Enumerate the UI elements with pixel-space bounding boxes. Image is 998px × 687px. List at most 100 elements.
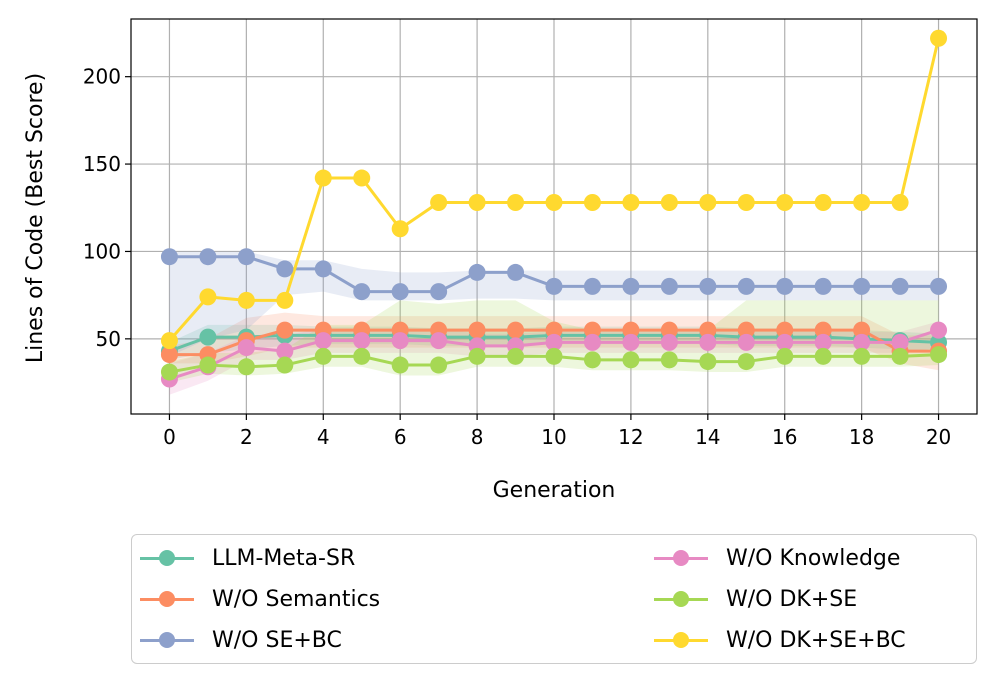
data-point-w-o-dk-se-bc xyxy=(660,194,678,212)
data-point-w-o-dk-se-bc xyxy=(507,194,525,212)
x-axis-ticks: 0 2 4 6 8 10 12 14 16 18 20 xyxy=(163,414,951,449)
data-point-w-o-se-bc xyxy=(430,283,448,301)
data-point-w-o-dk-se xyxy=(853,347,871,365)
data-point-w-o-se-bc xyxy=(545,277,563,295)
data-point-w-o-knowledge xyxy=(430,332,448,350)
data-point-w-o-se-bc xyxy=(276,260,294,278)
data-point-w-o-dk-se xyxy=(199,356,217,374)
legend-label: W/O DK+SE xyxy=(726,586,858,612)
data-point-llm-meta-sr xyxy=(199,328,217,346)
y-axis-ticks: 50 100 150 200 xyxy=(83,65,131,351)
legend-item-wo-dk-se: W/O DK+SE xyxy=(654,584,857,614)
data-point-w-o-knowledge xyxy=(776,333,794,351)
data-point-w-o-semantics xyxy=(507,321,525,339)
data-point-w-o-se-bc xyxy=(891,277,909,295)
data-point-w-o-dk-se-bc xyxy=(199,288,217,306)
data-point-w-o-dk-se xyxy=(814,347,832,365)
data-point-w-o-dk-se-bc xyxy=(814,194,832,212)
y-tick-label: 150 xyxy=(83,152,121,176)
data-point-w-o-dk-se-bc xyxy=(853,194,871,212)
data-point-w-o-dk-se-bc xyxy=(583,194,601,212)
y-tick-label: 50 xyxy=(96,327,121,351)
data-point-w-o-dk-se xyxy=(737,353,755,371)
data-point-w-o-se-bc xyxy=(660,277,678,295)
series-markers xyxy=(160,29,948,388)
data-point-w-o-dk-se-bc xyxy=(276,291,294,309)
data-point-w-o-dk-se-bc xyxy=(776,194,794,212)
x-axis-label: Generation xyxy=(493,478,616,503)
legend-dot-icon xyxy=(673,550,689,566)
data-point-w-o-semantics xyxy=(853,321,871,339)
data-point-w-o-dk-se-bc xyxy=(430,194,448,212)
data-point-w-o-semantics xyxy=(699,321,717,339)
x-tick-label: 16 xyxy=(772,425,797,449)
data-point-w-o-dk-se xyxy=(430,356,448,374)
data-point-w-o-dk-se xyxy=(622,351,640,369)
data-point-w-o-dk-se xyxy=(507,347,525,365)
data-point-w-o-se-bc xyxy=(507,263,525,281)
data-point-w-o-dk-se xyxy=(930,346,948,364)
x-tick-label: 2 xyxy=(240,425,253,449)
data-point-w-o-dk-se-bc xyxy=(545,194,563,212)
data-point-w-o-semantics xyxy=(814,321,832,339)
legend-dot-icon xyxy=(159,591,175,607)
data-point-w-o-dk-se xyxy=(276,356,294,374)
data-point-w-o-knowledge xyxy=(737,333,755,351)
legend-item-wo-dk-se-bc: W/O DK+SE+BC xyxy=(654,625,906,655)
data-point-w-o-knowledge xyxy=(853,333,871,351)
data-point-w-o-knowledge xyxy=(276,342,294,360)
data-point-w-o-dk-se xyxy=(468,347,486,365)
data-point-w-o-semantics xyxy=(583,321,601,339)
x-tick-label: 18 xyxy=(849,425,874,449)
x-tick-label: 0 xyxy=(163,425,176,449)
data-point-w-o-se-bc xyxy=(583,277,601,295)
data-point-w-o-semantics xyxy=(660,321,678,339)
data-point-w-o-knowledge xyxy=(891,333,909,351)
x-tick-label: 12 xyxy=(618,425,643,449)
data-point-w-o-dk-se xyxy=(160,363,178,381)
data-point-w-o-semantics xyxy=(468,321,486,339)
data-point-w-o-se-bc xyxy=(237,248,255,266)
legend-dot-icon xyxy=(673,591,689,607)
data-point-w-o-se-bc xyxy=(930,277,948,295)
band-w-o-se-bc xyxy=(169,251,939,357)
legend-item-wo-se-bc: W/O SE+BC xyxy=(140,625,342,655)
data-point-w-o-dk-se-bc xyxy=(468,194,486,212)
data-point-w-o-knowledge xyxy=(814,333,832,351)
legend-swatch-icon xyxy=(654,630,708,650)
data-point-w-o-knowledge xyxy=(930,321,948,339)
legend-item-llm-meta-sr: LLM-Meta-SR xyxy=(140,543,355,573)
data-point-w-o-dk-se xyxy=(660,351,678,369)
data-point-w-o-knowledge xyxy=(583,333,601,351)
data-point-w-o-dk-se xyxy=(891,347,909,365)
data-point-w-o-se-bc xyxy=(314,260,332,278)
data-point-w-o-dk-se xyxy=(391,356,409,374)
data-point-w-o-se-bc xyxy=(160,248,178,266)
legend-item-wo-semantics: W/O Semantics xyxy=(140,584,380,614)
data-point-w-o-dk-se-bc xyxy=(699,194,717,212)
y-tick-label: 200 xyxy=(83,65,121,89)
data-point-w-o-se-bc xyxy=(699,277,717,295)
data-point-w-o-se-bc xyxy=(391,283,409,301)
data-point-w-o-dk-se-bc xyxy=(930,29,948,47)
data-point-w-o-knowledge xyxy=(391,332,409,350)
data-point-w-o-se-bc xyxy=(737,277,755,295)
data-point-w-o-se-bc xyxy=(776,277,794,295)
legend-swatch-icon xyxy=(140,589,194,609)
legend-swatch-icon xyxy=(654,548,708,568)
data-point-w-o-se-bc xyxy=(622,277,640,295)
data-point-w-o-dk-se-bc xyxy=(160,332,178,350)
data-point-w-o-semantics xyxy=(776,321,794,339)
data-point-w-o-semantics xyxy=(276,321,294,339)
x-tick-label: 6 xyxy=(394,425,407,449)
y-axis-label: Lines of Code (Best Score) xyxy=(23,73,48,363)
legend-dot-icon xyxy=(673,632,689,648)
data-point-w-o-dk-se-bc xyxy=(891,194,909,212)
data-point-w-o-knowledge xyxy=(314,332,332,350)
data-point-w-o-dk-se-bc xyxy=(237,291,255,309)
data-point-w-o-se-bc xyxy=(353,283,371,301)
x-tick-label: 20 xyxy=(926,425,951,449)
legend-item-wo-knowledge: W/O Knowledge xyxy=(654,543,900,573)
data-point-w-o-dk-se-bc xyxy=(314,169,332,187)
